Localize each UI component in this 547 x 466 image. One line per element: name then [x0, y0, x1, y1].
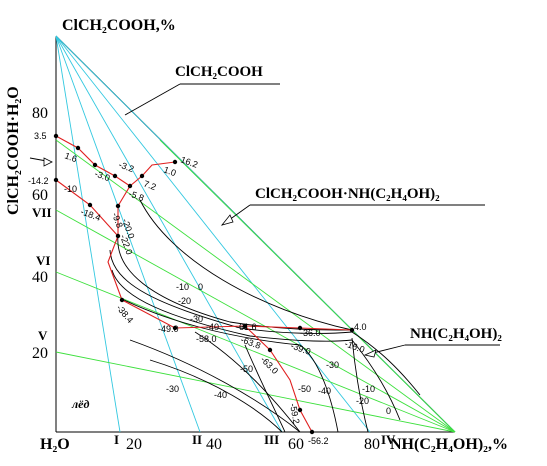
label-m49-0: -49.0	[158, 324, 179, 334]
green-rays	[55, 139, 456, 433]
label-m39-0: -39.0	[289, 340, 312, 356]
field-amine: NH(C₂H₄OH)₂	[410, 326, 502, 342]
label-m10b: -10	[176, 282, 189, 292]
label-m20a: -20	[178, 296, 191, 306]
label-7-2: 7.2	[142, 178, 157, 192]
label-0a: 0	[198, 282, 203, 292]
roman-VI: VI	[36, 253, 50, 268]
label-m40a: -40	[206, 322, 219, 332]
arrow-head-left	[43, 157, 53, 167]
left-tick-80: 80	[32, 105, 48, 122]
label-m58-0: -58.0	[196, 334, 217, 344]
roman-V: V	[38, 328, 48, 343]
roman-IV: IV	[381, 432, 396, 447]
top-axis-label: ClCH₂COOH,%	[62, 17, 176, 34]
label-m14-2: -14.2	[28, 176, 49, 186]
label-m50a: -50	[240, 364, 253, 374]
left-tick-40: 40	[32, 269, 48, 286]
arrow-head-amine	[363, 349, 377, 358]
label-m5-8: -5.8	[127, 188, 145, 203]
label-3-5: 3.5	[34, 131, 47, 141]
roman-I: I	[114, 432, 119, 447]
label-m9-8: -9.8	[110, 211, 125, 229]
label-m38-4: -38.4	[114, 303, 135, 325]
label-m40b: -40	[318, 386, 331, 396]
label-m56-2: -56.2	[308, 436, 329, 446]
leader-lines	[29, 83, 500, 356]
label-m30c: -30	[166, 384, 179, 394]
field-ice: лёд	[71, 397, 89, 411]
field-adduct: ClCH₂COOH·NH(C₂H₄OH)₂	[255, 186, 440, 202]
field-clch2cooh: ClCH₂COOH	[175, 64, 263, 80]
label-m36-0: -36.0	[300, 328, 321, 338]
left-tick-20: 20	[32, 345, 48, 362]
label-m50b: -50	[298, 384, 311, 394]
label-m30b: -30	[326, 360, 339, 370]
label-m3-2: -3.2	[117, 159, 135, 174]
label-0b: 0	[386, 406, 391, 416]
roman-II: II	[192, 432, 202, 447]
label-m40c: -40	[214, 390, 227, 400]
bottom-tick-60: 60	[288, 436, 304, 453]
label-m59-2: -59.2	[288, 403, 301, 425]
bottom-tick-80: 80	[364, 436, 380, 453]
label-m61-6: -61.6	[236, 322, 257, 332]
label-1-0: 1.0	[162, 164, 177, 178]
left-axis-label: ClCH₂COOH·H₂O	[5, 86, 22, 215]
bottom-tick-40: 40	[206, 436, 222, 453]
bottom-axis-label: NH(C₂H₄OH)₂,%	[390, 436, 508, 453]
label-m3-0: -3.0	[93, 168, 111, 183]
bottom-tick-20: 20	[126, 436, 142, 453]
isotherms	[109, 199, 421, 433]
data-points	[53, 133, 355, 435]
origin-label: H₂O	[40, 436, 70, 453]
label-m10c: -10	[362, 384, 375, 394]
roman-III: III	[264, 432, 279, 447]
label-m63-0: -63.0	[259, 354, 281, 376]
roman-VII: VII	[32, 205, 52, 220]
left-tick-60: 60	[32, 187, 48, 204]
label-m10a: -10	[64, 184, 77, 194]
label-m30a: -30	[190, 314, 203, 324]
label-4-0: 4.0	[354, 322, 367, 332]
label-1-6: 1.6	[63, 150, 78, 164]
label-m20b: -20	[356, 396, 369, 406]
arrow-head-adduct	[220, 214, 234, 226]
label-m18-4: -18.4	[79, 206, 102, 222]
